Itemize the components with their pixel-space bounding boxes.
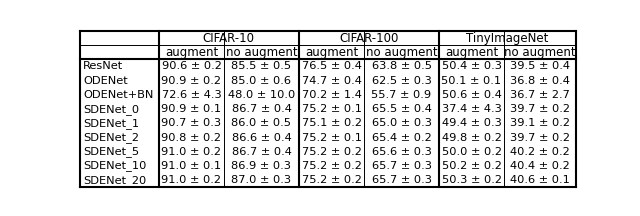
Text: 86.0 ± 0.5: 86.0 ± 0.5 bbox=[232, 118, 291, 128]
Text: 39.1 ± 0.2: 39.1 ± 0.2 bbox=[510, 118, 570, 128]
Text: SDENet_1: SDENet_1 bbox=[83, 118, 139, 129]
Text: no augment: no augment bbox=[365, 46, 437, 59]
Text: 37.4 ± 4.3: 37.4 ± 4.3 bbox=[442, 104, 502, 114]
Text: 50.4 ± 0.3: 50.4 ± 0.3 bbox=[442, 61, 502, 71]
Text: SDENet_2: SDENet_2 bbox=[83, 132, 139, 143]
Text: 50.6 ± 0.4: 50.6 ± 0.4 bbox=[442, 90, 502, 100]
Text: TinyImageNet: TinyImageNet bbox=[467, 32, 548, 44]
Text: 74.7 ± 0.4: 74.7 ± 0.4 bbox=[301, 76, 362, 86]
Text: 40.4 ± 0.2: 40.4 ± 0.2 bbox=[510, 161, 570, 171]
Text: 49.4 ± 0.3: 49.4 ± 0.3 bbox=[442, 118, 502, 128]
Text: 75.2 ± 0.1: 75.2 ± 0.1 bbox=[301, 104, 362, 114]
Text: 85.5 ± 0.5: 85.5 ± 0.5 bbox=[232, 61, 292, 71]
Text: ODENet: ODENet bbox=[83, 76, 128, 86]
Text: 62.5 ± 0.3: 62.5 ± 0.3 bbox=[372, 76, 431, 86]
Text: CIFAR-10: CIFAR-10 bbox=[203, 32, 255, 44]
Text: 75.2 ± 0.2: 75.2 ± 0.2 bbox=[301, 175, 362, 185]
Text: augment: augment bbox=[165, 46, 218, 59]
Text: 86.7 ± 0.4: 86.7 ± 0.4 bbox=[232, 104, 291, 114]
Text: 63.8 ± 0.5: 63.8 ± 0.5 bbox=[372, 61, 431, 71]
Text: 75.2 ± 0.2: 75.2 ± 0.2 bbox=[301, 161, 362, 171]
Text: SDENet_10: SDENet_10 bbox=[83, 160, 147, 171]
Text: 50.1 ± 0.1: 50.1 ± 0.1 bbox=[442, 76, 502, 86]
Text: CIFAR-100: CIFAR-100 bbox=[339, 32, 399, 44]
Text: 86.6 ± 0.4: 86.6 ± 0.4 bbox=[232, 132, 291, 143]
Text: 50.2 ± 0.2: 50.2 ± 0.2 bbox=[442, 161, 502, 171]
Text: no augment: no augment bbox=[226, 46, 298, 59]
Text: 91.0 ± 0.2: 91.0 ± 0.2 bbox=[161, 175, 221, 185]
Text: 85.0 ± 0.6: 85.0 ± 0.6 bbox=[232, 76, 291, 86]
Text: 55.7 ± 0.9: 55.7 ± 0.9 bbox=[371, 90, 431, 100]
Text: 90.8 ± 0.2: 90.8 ± 0.2 bbox=[161, 132, 221, 143]
Text: 39.5 ± 0.4: 39.5 ± 0.4 bbox=[510, 61, 570, 71]
Text: 65.0 ± 0.3: 65.0 ± 0.3 bbox=[372, 118, 431, 128]
Text: 72.6 ± 4.3: 72.6 ± 4.3 bbox=[161, 90, 221, 100]
Text: 65.7 ± 0.3: 65.7 ± 0.3 bbox=[372, 161, 431, 171]
Text: ODENet+BN: ODENet+BN bbox=[83, 90, 154, 100]
Text: 50.3 ± 0.2: 50.3 ± 0.2 bbox=[442, 175, 502, 185]
Text: 65.6 ± 0.3: 65.6 ± 0.3 bbox=[372, 147, 431, 157]
Text: 91.0 ± 0.1: 91.0 ± 0.1 bbox=[161, 161, 221, 171]
Text: 50.0 ± 0.2: 50.0 ± 0.2 bbox=[442, 147, 502, 157]
Text: 39.7 ± 0.2: 39.7 ± 0.2 bbox=[510, 104, 570, 114]
Text: 75.2 ± 0.2: 75.2 ± 0.2 bbox=[301, 147, 362, 157]
Text: ResNet: ResNet bbox=[83, 61, 124, 71]
Text: 36.7 ± 2.7: 36.7 ± 2.7 bbox=[510, 90, 570, 100]
Text: 40.2 ± 0.2: 40.2 ± 0.2 bbox=[510, 147, 570, 157]
Text: 87.0 ± 0.3: 87.0 ± 0.3 bbox=[232, 175, 292, 185]
Text: SDENet_0: SDENet_0 bbox=[83, 104, 139, 114]
Text: 40.6 ± 0.1: 40.6 ± 0.1 bbox=[510, 175, 570, 185]
Text: 76.5 ± 0.4: 76.5 ± 0.4 bbox=[301, 61, 362, 71]
Text: 36.8 ± 0.4: 36.8 ± 0.4 bbox=[510, 76, 570, 86]
Text: 75.2 ± 0.1: 75.2 ± 0.1 bbox=[301, 132, 362, 143]
Text: 86.7 ± 0.4: 86.7 ± 0.4 bbox=[232, 147, 291, 157]
Text: 65.4 ± 0.2: 65.4 ± 0.2 bbox=[372, 132, 431, 143]
Text: 90.9 ± 0.1: 90.9 ± 0.1 bbox=[161, 104, 221, 114]
Text: 90.9 ± 0.2: 90.9 ± 0.2 bbox=[161, 76, 221, 86]
Text: 70.2 ± 1.4: 70.2 ± 1.4 bbox=[301, 90, 362, 100]
Text: augment: augment bbox=[305, 46, 358, 59]
Text: 65.7 ± 0.3: 65.7 ± 0.3 bbox=[372, 175, 431, 185]
Text: no augment: no augment bbox=[504, 46, 576, 59]
Text: 49.8 ± 0.2: 49.8 ± 0.2 bbox=[442, 132, 502, 143]
Text: 90.6 ± 0.2: 90.6 ± 0.2 bbox=[161, 61, 221, 71]
Text: 48.0 ± 10.0: 48.0 ± 10.0 bbox=[228, 90, 295, 100]
Text: SDENet_20: SDENet_20 bbox=[83, 175, 146, 186]
Text: 86.9 ± 0.3: 86.9 ± 0.3 bbox=[232, 161, 291, 171]
Text: 39.7 ± 0.2: 39.7 ± 0.2 bbox=[510, 132, 570, 143]
Text: 65.5 ± 0.4: 65.5 ± 0.4 bbox=[372, 104, 431, 114]
Text: 75.1 ± 0.2: 75.1 ± 0.2 bbox=[301, 118, 362, 128]
Text: augment: augment bbox=[445, 46, 498, 59]
Text: 90.7 ± 0.3: 90.7 ± 0.3 bbox=[161, 118, 221, 128]
Text: 91.0 ± 0.2: 91.0 ± 0.2 bbox=[161, 147, 221, 157]
Text: SDENet_5: SDENet_5 bbox=[83, 146, 139, 157]
